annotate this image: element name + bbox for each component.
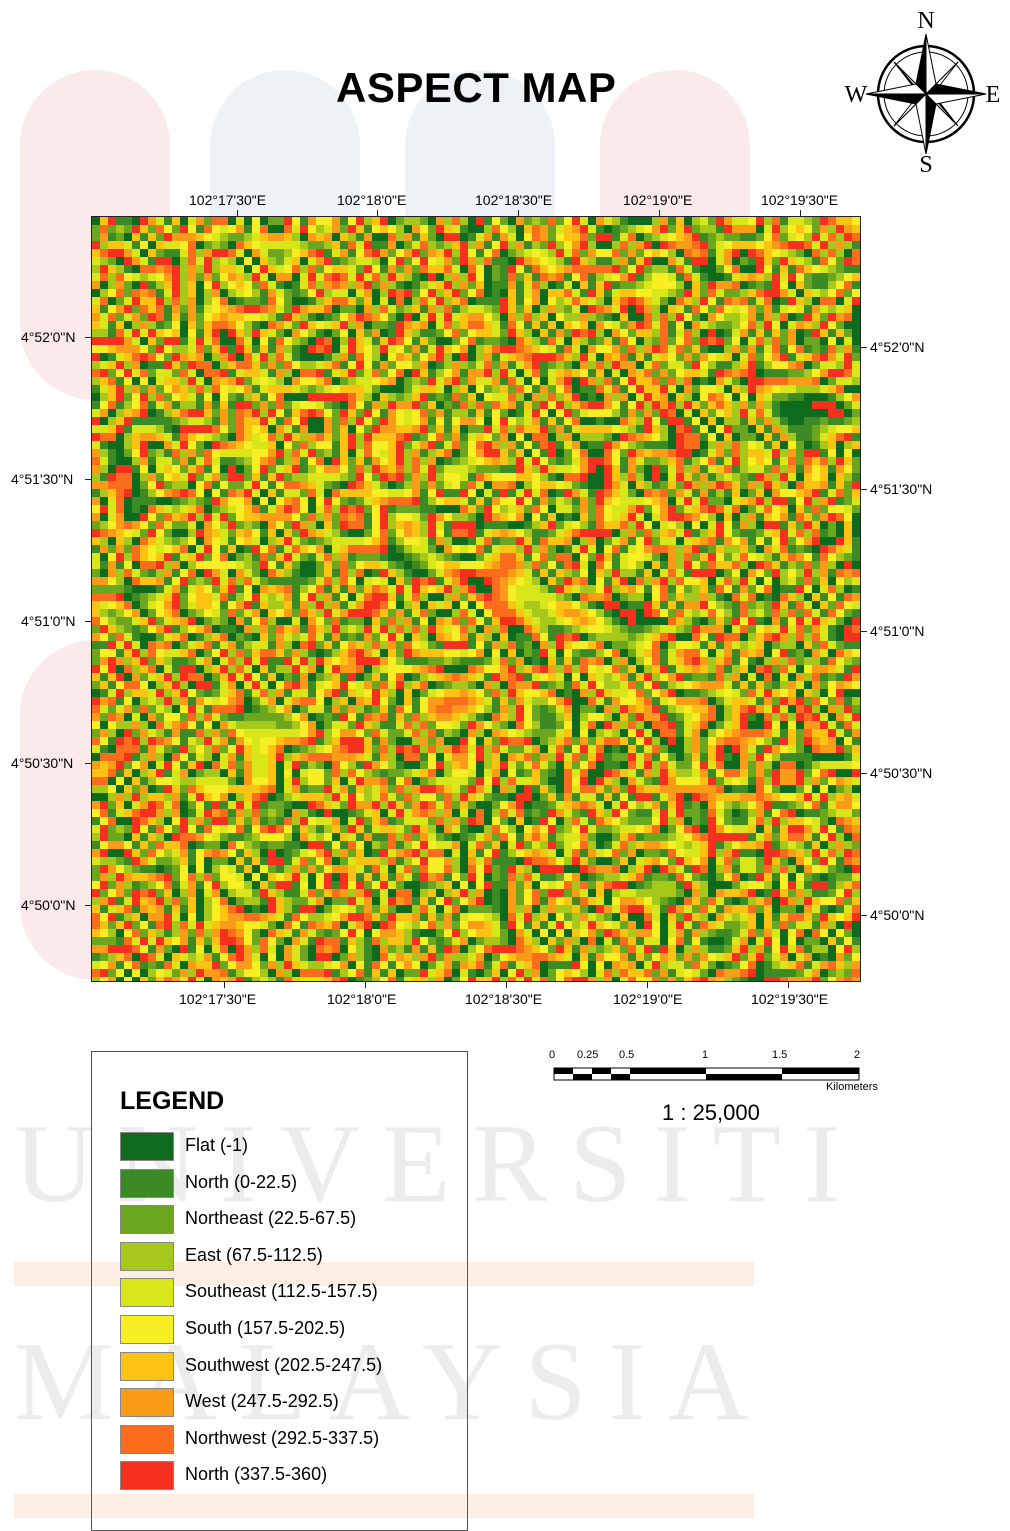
legend-label: Flat (-1)	[185, 1135, 248, 1156]
scale-tick-4: 1.5	[772, 1049, 787, 1061]
coord-top-1: 102°17'30"E	[189, 192, 266, 208]
coord-left-5: 4°50'0"N	[21, 897, 76, 913]
legend-swatch	[120, 1242, 174, 1271]
coord-right-1: 4°52'0"N	[870, 339, 925, 355]
scale-tick-0: 0	[549, 1049, 555, 1061]
coord-top-3: 102°18'30"E	[475, 192, 552, 208]
scale-ratio: 1 : 25,000	[662, 1100, 760, 1126]
legend-swatch	[120, 1315, 174, 1344]
compass-south-label: S	[919, 152, 932, 178]
legend-swatch	[120, 1425, 174, 1454]
legend-label: West (247.5-292.5)	[185, 1391, 339, 1412]
coord-top-5: 102°19'30"E	[761, 192, 838, 208]
coord-bottom-3: 102°18'30"E	[465, 991, 542, 1007]
legend-label: East (67.5-112.5)	[185, 1245, 323, 1266]
legend-swatch	[120, 1205, 174, 1234]
coord-top-2: 102°18'0"E	[337, 192, 406, 208]
coord-bottom-4: 102°19'0"E	[613, 991, 682, 1007]
aspect-raster	[92, 217, 860, 981]
compass-east-label: E	[986, 82, 1001, 108]
compass-north-label: N	[917, 8, 934, 34]
coord-right-5: 4°50'0"N	[870, 907, 925, 923]
coord-bottom-5: 102°19'30"E	[751, 991, 828, 1007]
legend-swatch	[120, 1388, 174, 1417]
legend-label: Northeast (22.5-67.5)	[185, 1208, 356, 1229]
scale-unit: Kilometers	[826, 1081, 878, 1093]
scale-tick-3: 1	[702, 1049, 708, 1061]
scale-tick-1: 0.25	[577, 1049, 598, 1061]
legend-label: North (337.5-360)	[185, 1464, 327, 1485]
coord-right-2: 4°51'30"N	[870, 481, 932, 497]
map-title: ASPECT MAP	[336, 64, 616, 112]
legend-swatch	[120, 1461, 174, 1490]
north-arrow-icon: N S E W	[840, 4, 1010, 182]
legend-swatch	[120, 1352, 174, 1381]
coord-left-2: 4°51'30"N	[11, 471, 73, 487]
legend-label: North (0-22.5)	[185, 1172, 297, 1193]
coord-bottom-1: 102°17'30"E	[179, 991, 256, 1007]
legend-swatch	[120, 1278, 174, 1307]
legend-swatch	[120, 1169, 174, 1198]
coord-left-4: 4°50'30"N	[11, 755, 73, 771]
compass-west-label: W	[845, 82, 868, 108]
aspect-map-frame[interactable]	[91, 216, 861, 982]
legend-label: Southeast (112.5-157.5)	[185, 1281, 378, 1302]
coord-right-3: 4°51'0"N	[870, 623, 925, 639]
coord-left-1: 4°52'0"N	[21, 329, 76, 345]
coord-left-3: 4°51'0"N	[21, 613, 76, 629]
coord-right-4: 4°50'30"N	[870, 765, 932, 781]
legend-label: South (157.5-202.5)	[185, 1318, 345, 1339]
legend-label: Northwest (292.5-337.5)	[185, 1428, 379, 1449]
legend-swatch	[120, 1132, 174, 1161]
scale-bar: 0 0.25 0.5 1 1.5 2 Kilometers	[540, 1048, 900, 1098]
legend-label: Southwest (202.5-247.5)	[185, 1355, 382, 1376]
coord-top-4: 102°19'0"E	[623, 192, 692, 208]
legend-title: LEGEND	[120, 1087, 224, 1116]
scale-tick-5: 2	[854, 1049, 860, 1061]
coord-bottom-2: 102°18'0"E	[327, 991, 396, 1007]
scale-tick-2: 0.5	[619, 1049, 634, 1061]
